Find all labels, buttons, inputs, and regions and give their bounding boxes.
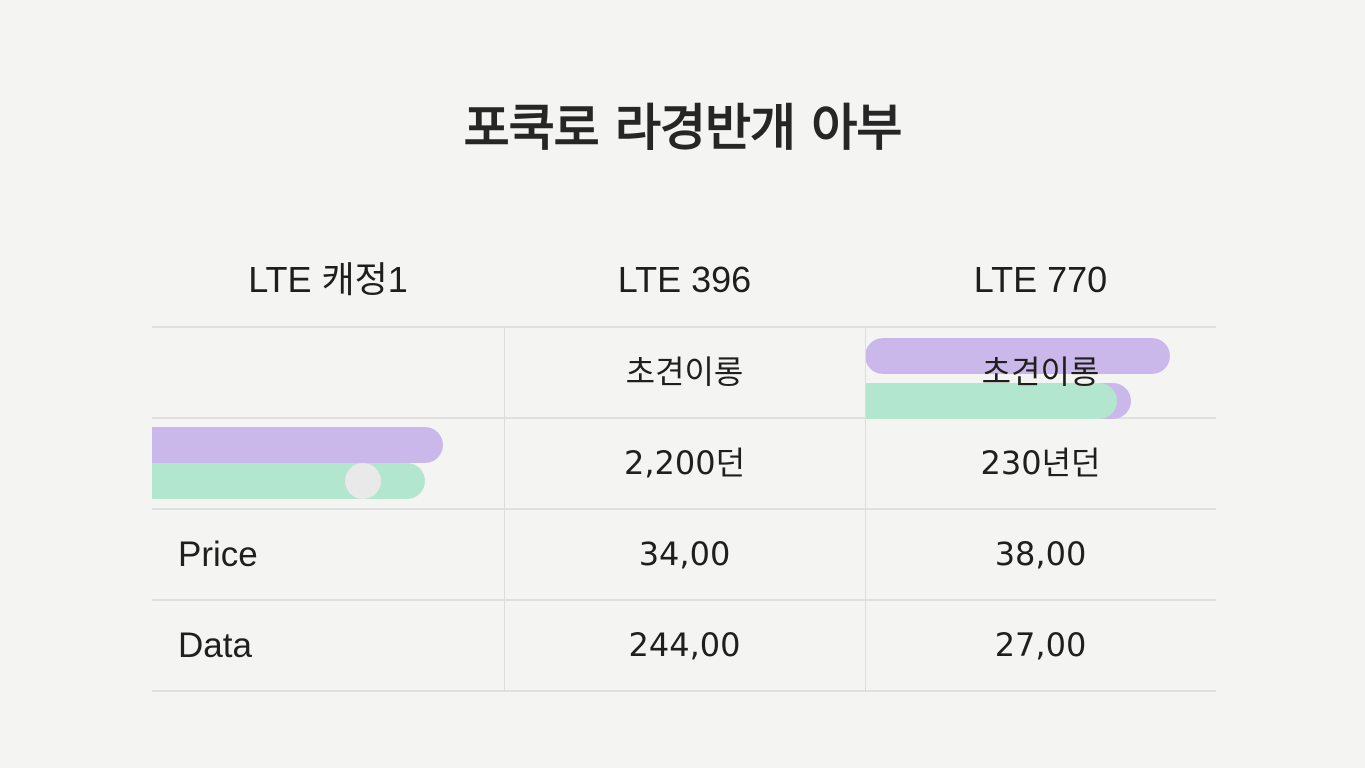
table-row: 초견이롱 초견이롱 xyxy=(152,328,1216,419)
table-cell: 초견이롱 xyxy=(625,353,744,391)
table-row: 2,200던 230년던 xyxy=(152,419,1216,510)
table-cell: 2,200던 xyxy=(623,444,746,482)
table-cell: 34,00 xyxy=(638,535,731,573)
row-label xyxy=(152,419,504,508)
plan-bar-green[interactable] xyxy=(865,383,1117,419)
column-divider xyxy=(504,328,505,692)
slider-handle[interactable] xyxy=(345,463,381,499)
table-cell: 27,00 xyxy=(994,626,1087,664)
table-cell: 38,00 xyxy=(994,535,1087,573)
table-cell: 244,00 xyxy=(628,626,741,664)
table-header-row: LTE 캐정1 LTE 396 LTE 770 xyxy=(152,240,1216,326)
column-header-plan-1[interactable]: LTE 캐정1 xyxy=(248,259,408,300)
column-header-plan-2[interactable]: LTE 396 xyxy=(617,259,752,300)
row-label xyxy=(152,328,504,417)
row-label-price: Price xyxy=(178,535,258,574)
column-header-plan-3[interactable]: LTE 770 xyxy=(973,259,1108,300)
plan-bar-purple[interactable] xyxy=(865,338,1170,374)
plan-comparison-table: LTE 캐정1 LTE 396 LTE 770 초견이롱 초견이롱 2,200던… xyxy=(152,240,1216,692)
table-row: Price 34,00 38,00 xyxy=(152,510,1216,601)
page-title: 포쿡로 라경반개 아부 xyxy=(463,99,903,157)
column-divider xyxy=(865,328,866,692)
row-label-data: Data xyxy=(178,626,252,665)
table-row: Data 244,00 27,00 xyxy=(152,601,1216,692)
plan-bar-purple[interactable] xyxy=(152,427,443,463)
table-body: 초견이롱 초견이롱 2,200던 230년던 Price 34,00 38,00… xyxy=(152,326,1216,692)
table-cell: 초견이롱 xyxy=(981,353,1100,391)
table-cell: 230년던 xyxy=(980,444,1101,482)
